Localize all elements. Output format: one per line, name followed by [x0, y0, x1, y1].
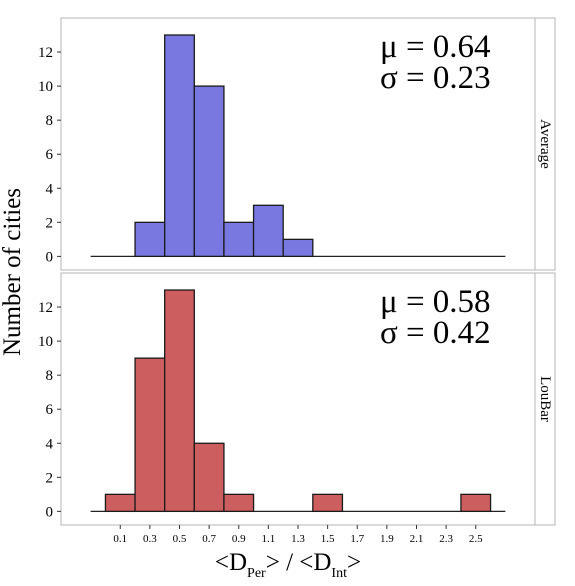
y-axis-label: Number of cities: [0, 188, 26, 356]
x-axis-label-sub-per: Per: [247, 566, 266, 581]
y-tick-label: 4: [46, 181, 54, 197]
x-tick-label: 2.3: [439, 533, 453, 545]
x-tick-label: 1.5: [321, 533, 335, 545]
facet-strip: [534, 17, 556, 271]
y-tick-label: 8: [46, 113, 54, 129]
x-axis-label: <DPer> / <DInt>: [215, 549, 361, 581]
x-tick-label: 0.3: [143, 533, 157, 545]
histogram-bar: [134, 221, 166, 258]
y-tick-label: 6: [46, 147, 54, 163]
x-tick-label: 2.1: [410, 533, 424, 545]
x-tick-label: 0.5: [173, 533, 187, 545]
x-tick-label: 2.5: [469, 533, 483, 545]
histogram-bar: [223, 221, 255, 258]
y-tick-label: 6: [46, 402, 54, 418]
facet-panels: Average 0 2 4 6 8 10 12 μ = 0.64σ = 0.23 LouBar 0 2…: [38, 17, 556, 526]
x-tick-label: 0.9: [232, 533, 246, 545]
histogram-bar: [460, 493, 492, 513]
histogram-bar: [223, 493, 255, 513]
x-tick-label: 1.1: [262, 533, 276, 545]
x-axis-label-middle: > / <D: [266, 549, 332, 576]
y-tick-label: 10: [38, 79, 53, 95]
y-tick-label: 12: [38, 45, 53, 61]
x-tick-label: 1.7: [350, 533, 364, 545]
y-tick-label: 12: [38, 300, 53, 316]
histogram-bar: [193, 442, 225, 513]
facet-strip-label: LouBar: [537, 376, 553, 422]
histogram-bar: [104, 493, 136, 513]
panel-loubar: LouBar 0 2 4 6 8 10 12 μ = 0.58σ = 0.42: [38, 272, 556, 526]
y-tick-label: 2: [46, 215, 54, 231]
histogram-bar: [193, 85, 225, 258]
x-tick-label: 0.1: [113, 533, 127, 545]
y-tick-label: 10: [38, 334, 53, 350]
x-axis-label-sub-int: Int: [331, 566, 347, 581]
x-axis: 0.1 0.3 0.5 0.7 0.9 1.1 1.3 1.5 1.7 1.9 2.1 2.3 2.5: [113, 525, 483, 545]
stat-sigma: σ = 0.42: [380, 315, 491, 351]
y-tick-label: 4: [46, 436, 54, 452]
stat-mean: μ = 0.58: [380, 284, 491, 320]
histogram-bar: [252, 204, 284, 258]
facet-strip-label: Average: [537, 119, 553, 169]
x-tick-label: 1.3: [291, 533, 305, 545]
facet-strip: [534, 272, 556, 526]
y-tick-label: 2: [46, 470, 54, 486]
histogram-bar: [312, 493, 344, 513]
y-tick-label: 0: [46, 504, 54, 520]
histogram-bar: [134, 357, 166, 513]
histogram-bar: [164, 34, 195, 258]
stat-mean: μ = 0.64: [380, 29, 491, 65]
histogram-bar: [282, 238, 314, 258]
x-tick-label: 0.7: [202, 533, 216, 545]
y-tick-label: 8: [46, 368, 54, 384]
stat-sigma: σ = 0.23: [380, 60, 491, 96]
y-tick-label: 0: [46, 249, 54, 265]
panel-average: Average 0 2 4 6 8 10 12 μ = 0.64σ = 0.23: [38, 17, 556, 271]
x-axis-label-suffix: >: [347, 549, 361, 576]
x-tick-label: 1.9: [380, 533, 394, 545]
histogram-bar: [164, 289, 195, 513]
x-axis-label-prefix: <D: [215, 549, 247, 576]
